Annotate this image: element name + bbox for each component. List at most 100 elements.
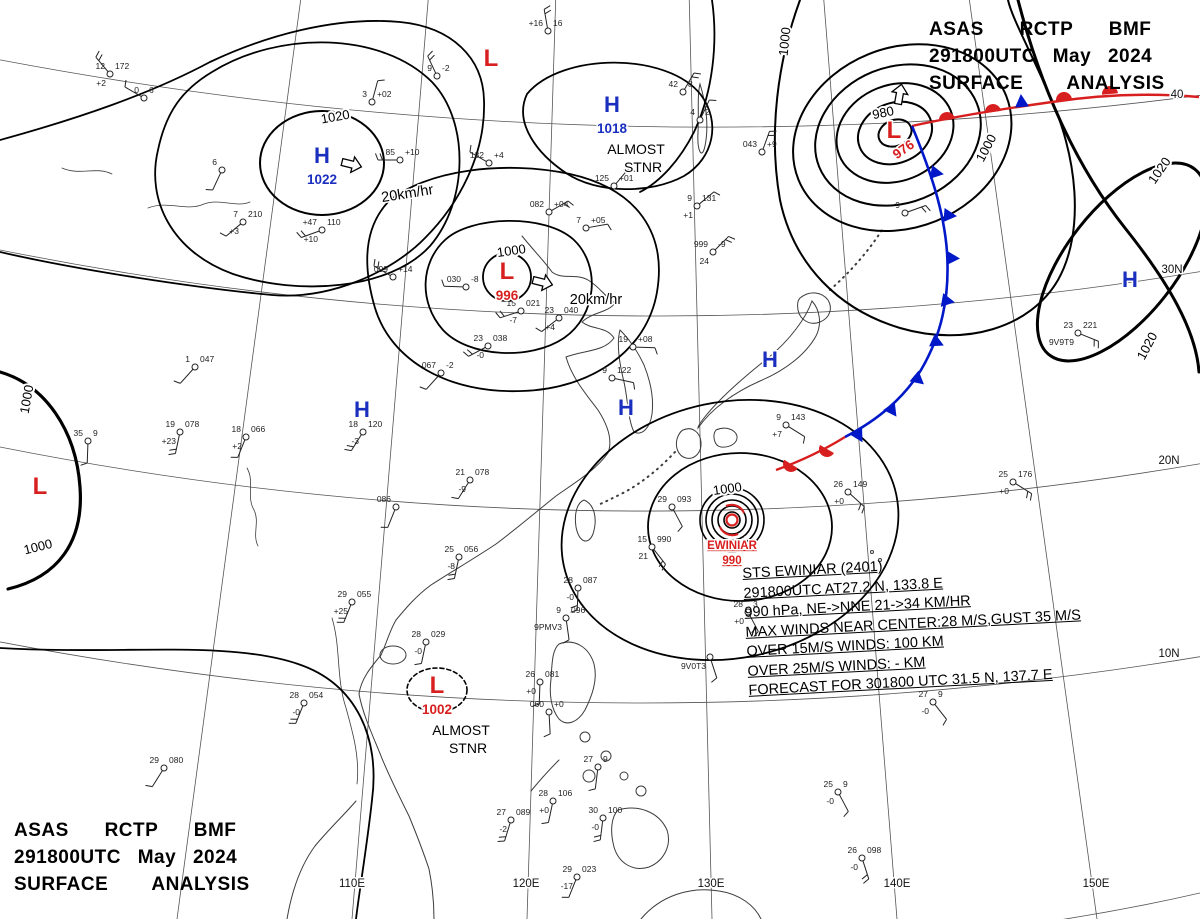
station-value: 19 (619, 334, 629, 344)
station-value: 110 (327, 217, 341, 227)
cold-front-triangles (849, 94, 1029, 443)
high-center: H (1121, 266, 1140, 294)
station-value: 9 (603, 754, 608, 764)
low-center: L 996 (494, 257, 520, 305)
station-plot: 28 087 -0 (564, 575, 597, 613)
station-circle (140, 94, 148, 102)
station-circle (582, 224, 590, 232)
station-circle (396, 156, 404, 164)
wind-barb (543, 9, 548, 28)
isobar-1000-west (0, 370, 82, 591)
isobar-1002-dashed (406, 667, 468, 713)
wind-barb (589, 223, 608, 228)
title-product: SURFACE ANALYSIS (14, 874, 250, 895)
station-circle (562, 614, 570, 622)
isobar-label: 1000 (496, 241, 527, 260)
coast-island (582, 769, 596, 783)
wind-barb-tick (570, 609, 578, 613)
station-value: 9V0T3 (681, 661, 706, 671)
center-pressure-value: 1002 (422, 702, 452, 717)
wind-barb-tick (168, 453, 176, 456)
station-value: 29 (658, 494, 668, 504)
stationary-front-line (775, 435, 846, 472)
wind-barb (350, 434, 362, 451)
station-plot: 25 056 -8 (445, 544, 478, 581)
station-circle (545, 208, 553, 216)
wind-barb-tick (728, 235, 736, 240)
isobar-set-low976 (792, 43, 1013, 233)
station-circle (610, 182, 618, 190)
station-value: 9 (602, 365, 607, 375)
wind-barb-tick (414, 663, 422, 666)
station-circle (594, 763, 602, 771)
station-value: 18 (349, 419, 359, 429)
station-value: 28 (564, 575, 574, 585)
station-value: -0 (476, 350, 484, 360)
coast-hokkaido (797, 292, 831, 324)
lat-label: 40 (1171, 89, 1184, 101)
station-circle (433, 72, 441, 80)
station-plot: 9 (895, 200, 931, 217)
station-value: -8 (471, 274, 479, 284)
station-plot: 28 029 -0 (412, 629, 445, 666)
station-value: 19 (166, 419, 176, 429)
wind-barb (1015, 483, 1032, 495)
wind-barb (443, 285, 463, 288)
station-value: 078 (475, 467, 489, 477)
station-value: 25 (824, 779, 834, 789)
wind-barb-tick (447, 578, 455, 581)
wind-barb-tick (627, 168, 635, 172)
station-value: 4 (690, 107, 695, 117)
station-plot: 999 -9 24 (694, 235, 736, 266)
station-plot: 27 089 -2 (497, 807, 530, 843)
station-value: -7 (509, 315, 517, 325)
station-plot: 25 9 -0 (824, 779, 849, 818)
title-block-top-right: ASAS RCTP BMF 291800UTC May 2024 SURFACE… (929, 16, 1164, 97)
station-value: 30 (589, 805, 599, 815)
station-value: 28 (412, 629, 422, 639)
low-center: L (31, 472, 49, 502)
station-plot: 29 093 (658, 494, 691, 533)
movement-arrow (890, 83, 910, 106)
isobar (424, 220, 593, 354)
station-circle (160, 764, 168, 772)
station-value: 023 (582, 864, 596, 874)
wind-barb-tick (725, 239, 732, 243)
station-value: -9 (718, 239, 726, 249)
station-plot: 9 143 +7 (772, 412, 805, 444)
station-circle (437, 369, 445, 377)
wind-barb-tick (373, 259, 376, 267)
wind-barb (301, 230, 320, 238)
wind-barb (469, 151, 487, 162)
graticule-labels-layer: 40 30N 20N 10N 110E 120E 130E 140E 150E (337, 88, 1184, 892)
wind-barb (373, 265, 391, 276)
station-value: 8 (688, 79, 693, 89)
lon-label: 110E (339, 878, 365, 890)
station-value: 098 (867, 845, 881, 855)
wind-barb-tick (95, 50, 100, 58)
station-circle (455, 553, 463, 561)
center-symbol: L (484, 45, 499, 72)
station-value: +16 (529, 18, 544, 28)
wind-barb-tick (563, 202, 570, 209)
wind-barb-tick (169, 448, 177, 451)
station-plot: 23 221 9V9T9 (1049, 320, 1099, 349)
wind-barb-tick (691, 76, 699, 79)
station-plot: 27 9 -0 (919, 689, 947, 726)
station-value: 29 (150, 755, 160, 765)
wind-barb (699, 191, 715, 205)
station-plot: 18 120 -3 (344, 419, 382, 452)
station-circle (629, 343, 637, 351)
station-value: 030 (447, 274, 461, 284)
title-block-bottom-left: ASAS RCTP BMF 291800UTC May 2024 SURFACE… (14, 817, 250, 898)
station-value: 26 (526, 669, 536, 679)
station-circle (318, 226, 326, 234)
coast-malay (286, 800, 357, 919)
coast-hainan (379, 645, 407, 665)
station-value: +0 (554, 699, 564, 709)
title-agency: ASAS RCTP BMF (14, 820, 237, 841)
movement-note: ALMOST (607, 141, 665, 157)
